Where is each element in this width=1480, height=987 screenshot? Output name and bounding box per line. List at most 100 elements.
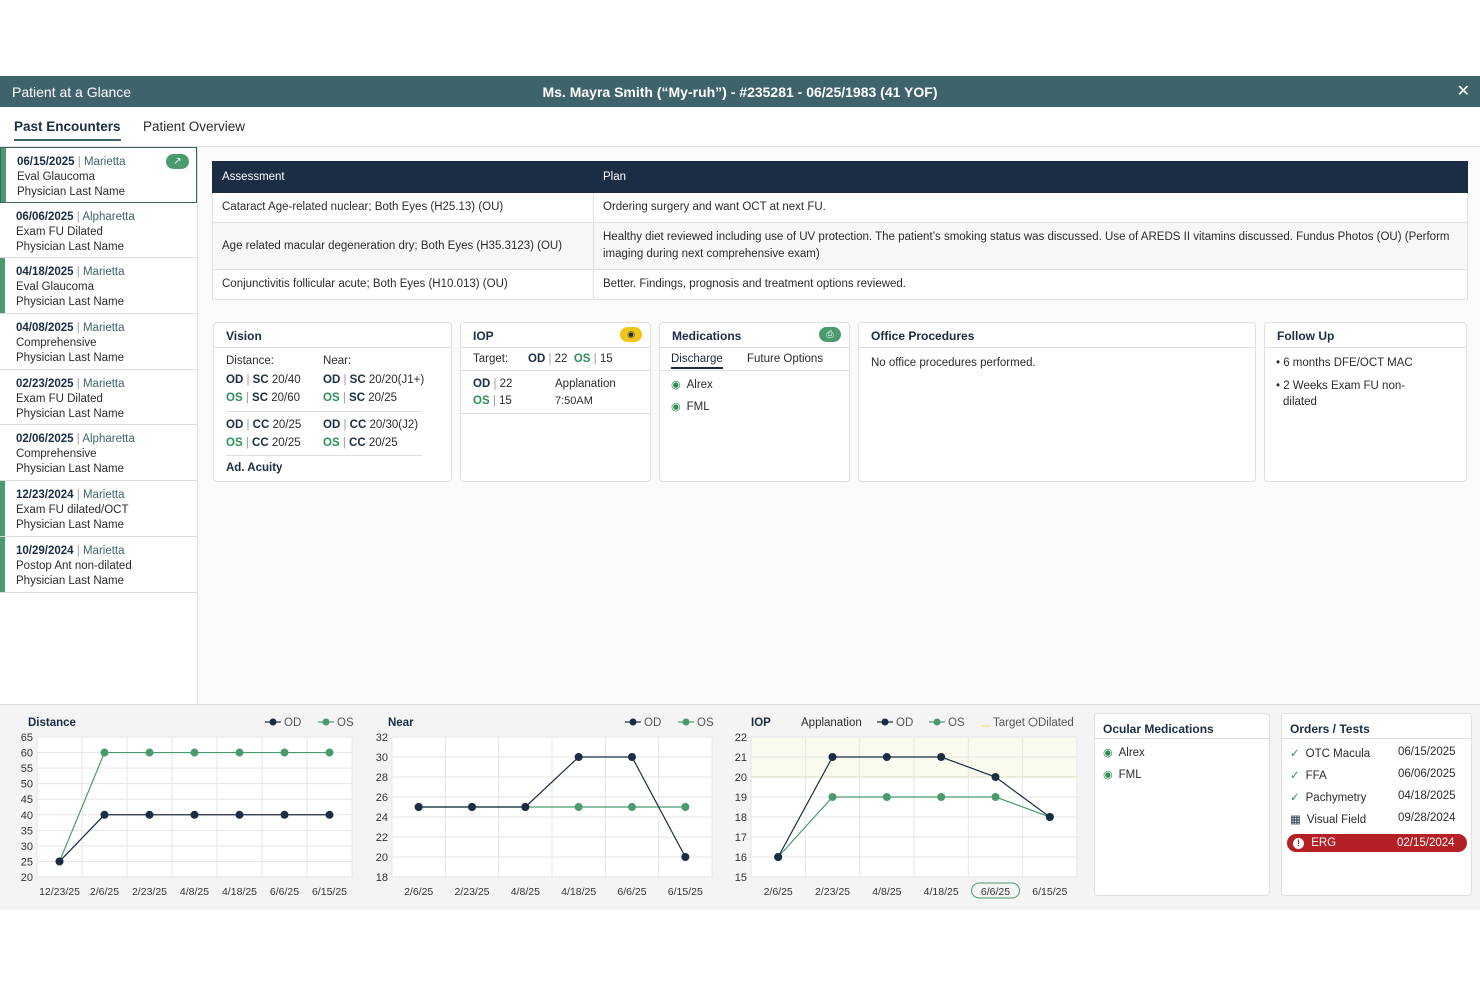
order-date: 06/06/2025 — [1398, 768, 1456, 780]
eye-icon[interactable]: ◉ — [620, 327, 642, 342]
data-point-od[interactable] — [145, 810, 154, 819]
order-date: 02/15/2024 — [1397, 837, 1455, 849]
encounter-item[interactable]: 04/08/2025 | Marietta Comprehensive Physic… — [0, 314, 197, 370]
order-item[interactable]: ✓ FFA — [1290, 770, 1327, 782]
y-tick-label: 45 — [21, 794, 33, 806]
print-icon[interactable]: ⎙ — [819, 327, 841, 342]
data-point-od[interactable] — [280, 810, 289, 819]
data-point-os[interactable] — [145, 748, 154, 757]
data-point-od[interactable] — [468, 803, 476, 811]
data-point-od[interactable] — [882, 753, 891, 761]
data-point-od[interactable] — [828, 753, 837, 761]
tab-past-encounters[interactable]: Past Encounters — [14, 119, 121, 141]
data-point-od[interactable] — [414, 803, 423, 811]
data-point-os[interactable] — [190, 748, 199, 757]
svg-text:OS: OS — [948, 717, 965, 729]
medication-item[interactable]: ◉ FML — [671, 401, 710, 413]
legend-item-target: Target — [981, 717, 1026, 729]
highlight-marker[interactable] — [971, 882, 1020, 899]
encounter-item[interactable]: 02/23/2025 | Marietta Exam FU Dilated Phys… — [0, 370, 197, 426]
ocular-med-item[interactable]: ◉ FML — [1103, 769, 1142, 781]
check-icon: ✓ — [1290, 792, 1300, 804]
data-point-od[interactable] — [325, 810, 334, 819]
vision-distance-sc-os: OS | SC 20/60 — [226, 392, 300, 404]
plan-cell: Ordering surgery and want OCT at next FU… — [593, 192, 1468, 223]
data-point-os[interactable] — [681, 803, 690, 811]
order-date: 04/18/2025 — [1398, 790, 1456, 802]
encounter-item[interactable]: 10/29/2024 | Marietta Postop Ant non-dila… — [0, 536, 197, 593]
order-item[interactable]: ✓ Pachymetry — [1290, 792, 1367, 804]
encounter-date-line: 02/06/2025 | Alpharetta — [16, 433, 135, 446]
data-point-od[interactable] — [991, 773, 1000, 781]
data-point-os[interactable] — [100, 748, 109, 757]
series-line-os — [777, 796, 1051, 858]
y-tick-label: 18 — [735, 812, 747, 824]
encounter-item[interactable]: 02/06/2025 | Alpharetta Comprehensive Phys… — [0, 425, 197, 482]
close-icon[interactable]: ✕ — [1456, 83, 1470, 100]
data-point-od[interactable] — [190, 810, 199, 819]
data-point-os[interactable] — [628, 803, 636, 811]
iop-time: 7:50AM — [555, 395, 593, 407]
y-tick-label: 25 — [21, 856, 33, 868]
divider — [461, 413, 650, 414]
chart-subtitle: Applanation — [801, 717, 862, 729]
tab-discharge[interactable]: Discharge — [671, 353, 723, 369]
data-point-od[interactable] — [681, 853, 690, 861]
data-point-od[interactable] — [100, 810, 109, 819]
ocular-medications-card: Ocular Medications ◉ Alrex ◉ FML — [1094, 713, 1270, 896]
ocular-med-item[interactable]: ◉ Alrex — [1103, 747, 1145, 759]
ad-acuity-label[interactable]: Ad. Acuity — [226, 462, 283, 474]
vision-distance-sc-od: OD | SC 20/40 — [226, 374, 301, 386]
data-point-od[interactable] — [1045, 813, 1054, 821]
encounter-item[interactable]: 06/15/2025 | Marietta Eval Glaucoma Physic… — [0, 147, 197, 203]
tab-future-options[interactable]: Future Options — [747, 353, 824, 365]
follow-up-card: Follow Up • 6 months DFE/OCT MAC • 2 Wee… — [1264, 322, 1467, 482]
plan-cell: Healthy diet reviewed including use of U… — [593, 222, 1468, 270]
x-tick-label: 4/18/25 — [222, 886, 257, 898]
data-point-od[interactable] — [574, 753, 583, 761]
order-item[interactable]: ▦ Visual Field — [1290, 814, 1367, 826]
data-point-os[interactable] — [574, 803, 583, 811]
data-point-os[interactable] — [991, 793, 1000, 801]
iop-method: Applanation — [555, 378, 616, 390]
encounter-type: Eval Glaucoma — [16, 281, 94, 294]
data-point-od[interactable] — [628, 753, 636, 761]
order-item[interactable]: ✓ OTC Macula — [1290, 748, 1371, 760]
y-tick-label: 22 — [735, 732, 747, 744]
data-point-os[interactable] — [280, 748, 289, 757]
encounter-item[interactable]: 06/06/2025 | Alpharetta Exam FU Dilated Ph… — [0, 203, 197, 259]
iop-os-value: OS | 15 — [473, 395, 512, 407]
iop-od-value: OD | 22 — [473, 378, 513, 390]
data-point-os[interactable] — [882, 793, 891, 801]
assessment-header: Assessment — [212, 161, 594, 193]
order-item-erg-alert[interactable]: ! ERG 02/15/2024 — [1287, 834, 1467, 852]
y-tick-label: 55 — [21, 763, 33, 775]
alert-icon: ! — [1293, 838, 1304, 849]
y-tick-label: 20 — [735, 772, 747, 784]
encounter-item[interactable]: 04/18/2025 | Marietta Eval Glaucoma Physic… — [0, 258, 197, 315]
data-point-od[interactable] — [937, 753, 946, 761]
legend-item-os: OS — [678, 717, 714, 729]
data-point-od[interactable] — [774, 853, 783, 861]
data-point-od[interactable] — [55, 857, 64, 866]
data-point-od[interactable] — [235, 810, 244, 819]
encounter-item[interactable]: 12/23/2024 | Marietta Exam FU dilated/OCT… — [0, 481, 197, 537]
plan-cell: Better. Findings, prognosis and treatmen… — [593, 269, 1468, 300]
x-tick-label: 2/6/25 — [404, 886, 433, 898]
office-procedures-title: Office Procedures — [859, 323, 1255, 348]
share-icon[interactable]: ↗ — [166, 154, 189, 169]
encounter-physician: Physician Last Name — [17, 186, 126, 198]
x-tick-label: 2/23/25 — [815, 886, 850, 898]
iop-target-values: OD | 22 OS | 15 — [528, 353, 613, 365]
office-procedures-text: No office procedures performed. — [871, 357, 1036, 369]
data-point-os[interactable] — [828, 793, 837, 801]
data-point-od[interactable] — [521, 803, 530, 811]
data-point-os[interactable] — [235, 748, 244, 757]
patient-header: Ms. Mayra Smith (“My-ruh”) - #235281 - 0… — [542, 84, 938, 100]
medication-item[interactable]: ◉ Alrex — [671, 379, 713, 391]
eye-icon: ◉ — [671, 379, 681, 391]
data-point-os[interactable] — [937, 793, 946, 801]
tab-patient-overview[interactable]: Patient Overview — [143, 119, 246, 134]
data-point-os[interactable] — [325, 748, 334, 757]
